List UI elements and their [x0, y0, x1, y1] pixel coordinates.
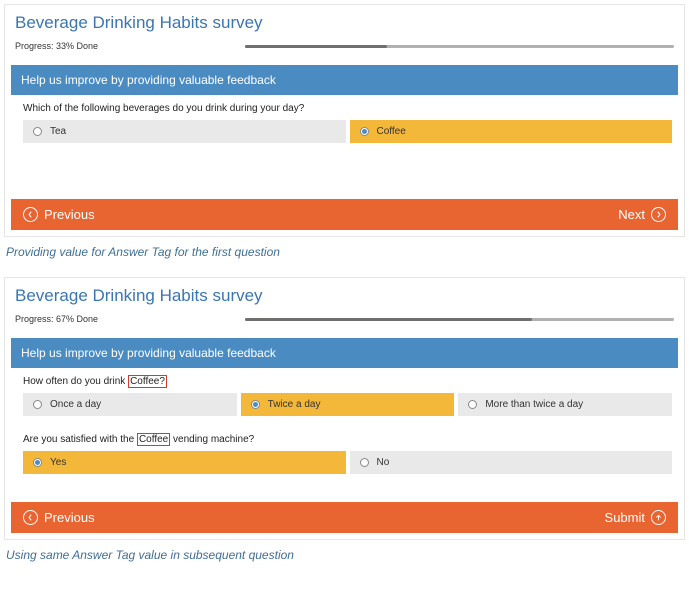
arrow-up-icon [651, 510, 666, 525]
progress-bar [245, 45, 674, 48]
qtext-before: How often do you drink [23, 376, 128, 387]
chevron-left-icon [23, 207, 38, 222]
option-label: Coffee [377, 126, 406, 137]
progress-bar-fill [245, 45, 387, 48]
chevron-right-icon [651, 207, 666, 222]
previous-button[interactable]: Previous [23, 207, 95, 222]
progress-label: Progress: 33% Done [15, 41, 245, 51]
radio-icon [360, 458, 369, 467]
nav-bar: Previous Next [11, 199, 678, 230]
progress-label: Progress: 67% Done [15, 314, 245, 324]
progress-row: Progress: 33% Done [5, 39, 684, 65]
survey-title: Beverage Drinking Habits survey [5, 278, 684, 312]
option-label: Tea [50, 126, 66, 137]
progress-row: Progress: 67% Done [5, 312, 684, 338]
question-block-2: Are you satisfied with the Coffee vendin… [5, 426, 684, 484]
question-block-1: How often do you drink Coffee? Once a da… [5, 368, 684, 426]
spacer [5, 153, 684, 187]
caption-2: Using same Answer Tag value in subsequen… [6, 548, 685, 562]
question-text: Which of the following beverages do you … [23, 103, 672, 114]
section-header: Help us improve by providing valuable fe… [11, 338, 678, 368]
radio-icon [251, 400, 260, 409]
radio-icon [360, 127, 369, 136]
nav-bar: Previous Submit [11, 502, 678, 533]
option-label: More than twice a day [485, 399, 583, 410]
qtext-after: vending machine? [170, 434, 254, 445]
option-more-than-twice[interactable]: More than twice a day [458, 393, 672, 416]
options-row: Once a day Twice a day More than twice a… [23, 393, 672, 416]
previous-label: Previous [44, 510, 95, 525]
survey-panel-1: Beverage Drinking Habits survey Progress… [4, 4, 685, 237]
submit-label: Submit [605, 510, 645, 525]
progress-bar [245, 318, 674, 321]
option-label: Once a day [50, 399, 101, 410]
option-label: No [377, 457, 390, 468]
survey-title: Beverage Drinking Habits survey [5, 5, 684, 39]
option-coffee[interactable]: Coffee [350, 120, 673, 143]
survey-panel-2: Beverage Drinking Habits survey Progress… [4, 277, 685, 540]
option-once-a-day[interactable]: Once a day [23, 393, 237, 416]
options-row: Tea Coffee [23, 120, 672, 143]
caption-1: Providing value for Answer Tag for the f… [6, 245, 685, 259]
option-yes[interactable]: Yes [23, 451, 346, 474]
qtext-before: Are you satisfied with the [23, 434, 137, 445]
option-label: Yes [50, 457, 66, 468]
option-no[interactable]: No [350, 451, 673, 474]
progress-bar-fill [245, 318, 532, 321]
radio-icon [468, 400, 477, 409]
submit-button[interactable]: Submit [605, 510, 666, 525]
radio-icon [33, 400, 42, 409]
answer-tag-highlight: Coffee [137, 433, 170, 446]
answer-tag-highlight: Coffee? [128, 375, 167, 388]
radio-icon [33, 458, 42, 467]
options-row: Yes No [23, 451, 672, 474]
question-text: How often do you drink Coffee? [23, 376, 672, 387]
option-twice-a-day[interactable]: Twice a day [241, 393, 455, 416]
next-button[interactable]: Next [618, 207, 666, 222]
option-tea[interactable]: Tea [23, 120, 346, 143]
previous-button[interactable]: Previous [23, 510, 95, 525]
radio-icon [33, 127, 42, 136]
chevron-left-icon [23, 510, 38, 525]
spacer [5, 484, 684, 490]
previous-label: Previous [44, 207, 95, 222]
option-label: Twice a day [268, 399, 321, 410]
next-label: Next [618, 207, 645, 222]
question-block: Which of the following beverages do you … [5, 95, 684, 153]
question-text: Are you satisfied with the Coffee vendin… [23, 434, 672, 445]
section-header: Help us improve by providing valuable fe… [11, 65, 678, 95]
